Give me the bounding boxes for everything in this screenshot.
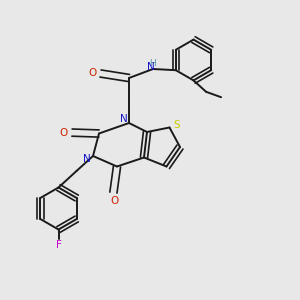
Text: O: O bbox=[59, 128, 68, 138]
Text: N: N bbox=[147, 62, 154, 73]
Text: F: F bbox=[56, 240, 62, 250]
Text: S: S bbox=[174, 120, 180, 130]
Text: H: H bbox=[150, 59, 156, 68]
Text: O: O bbox=[88, 68, 96, 79]
Text: N: N bbox=[120, 114, 128, 124]
Text: O: O bbox=[111, 196, 119, 206]
Text: N: N bbox=[82, 154, 90, 164]
